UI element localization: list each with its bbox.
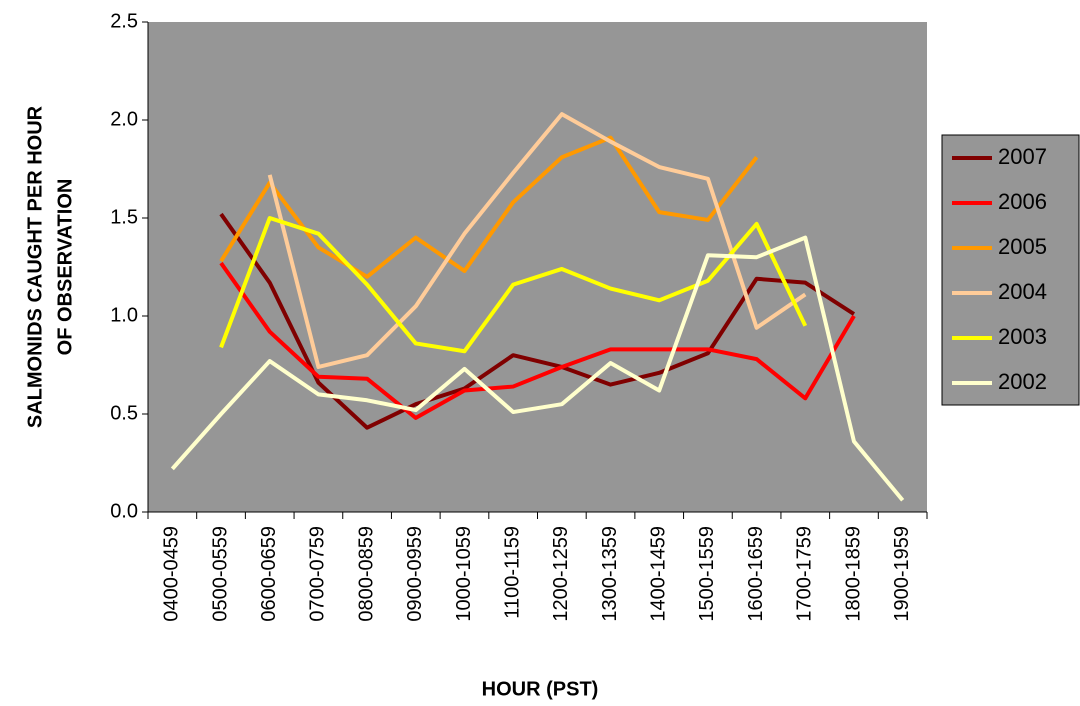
y-axis-title: OF OBSERVATION: [54, 179, 76, 356]
legend-label: 2004: [998, 279, 1047, 304]
legend-label: 2003: [998, 324, 1047, 349]
y-tick-label: 1.0: [110, 304, 138, 326]
x-tick-label: 1100-1159: [501, 526, 523, 619]
x-tick-label: 1300-1359: [599, 526, 621, 622]
y-tick-label: 2.5: [110, 10, 138, 32]
x-tick-label: 1600-1659: [745, 526, 767, 622]
x-tick-label: 1400-1459: [648, 526, 670, 622]
x-tick-label: 0800-0859: [355, 526, 377, 622]
series-line: [219, 135, 759, 279]
y-tick-label: 2.0: [110, 108, 138, 130]
plot-area: [148, 22, 927, 512]
y-tick-label: 1.5: [110, 206, 138, 228]
x-tick-label: 1900-1959: [891, 526, 913, 622]
x-tick-label: 1200-1259: [550, 526, 572, 622]
x-tick-label: 0400-0459: [161, 526, 183, 622]
x-tick-label: 1500-1559: [696, 526, 718, 622]
legend-label: 2006: [998, 189, 1047, 214]
legend-label: 2005: [998, 234, 1047, 259]
series-line: [267, 112, 807, 369]
legend-box: [941, 134, 1080, 406]
x-axis-title: HOUR (PST): [482, 678, 599, 700]
x-tick-label: 0500-0559: [209, 526, 231, 622]
legend-label: 2002: [998, 369, 1047, 394]
x-tick-label: 0700-0759: [307, 526, 329, 622]
y-tick-label: 0.5: [110, 402, 138, 424]
x-tick-label: 1800-1859: [842, 526, 864, 622]
series-line: [219, 216, 808, 354]
series-line: [219, 212, 856, 430]
x-tick-label: 0900-0959: [404, 526, 426, 622]
y-tick-label: 0.0: [110, 500, 138, 522]
y-axis-title: SALMONIDS CAUGHT PER HOUR: [24, 105, 46, 428]
x-tick-label: 1700-1759: [794, 526, 816, 622]
series-line: [170, 235, 905, 502]
x-tick-label: 0600-0659: [258, 526, 280, 622]
x-tick-label: 1000-1059: [453, 526, 475, 622]
series-line: [219, 261, 856, 420]
legend-label: 2007: [998, 144, 1047, 169]
